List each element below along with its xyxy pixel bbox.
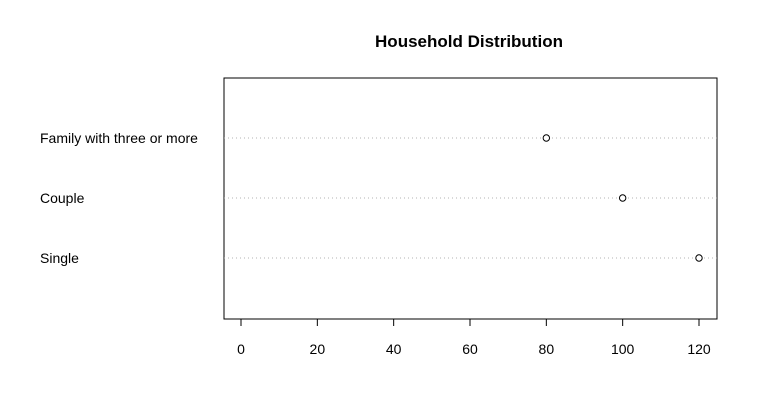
x-tick-label: 120 xyxy=(687,341,711,357)
guide-lines xyxy=(224,137,717,259)
x-tick-label: 40 xyxy=(386,341,402,357)
plot-frame xyxy=(223,77,718,320)
x-tick-label: 60 xyxy=(462,341,478,357)
x-tick-label: 100 xyxy=(611,341,635,357)
category-label: Single xyxy=(40,250,79,266)
x-axis: 0 20 40 60 80 100 120 xyxy=(237,318,711,357)
x-tick-label: 0 xyxy=(237,341,245,357)
x-tick-label: 80 xyxy=(539,341,555,357)
category-label: Family with three or more xyxy=(40,130,198,146)
x-tick-label: 20 xyxy=(310,341,326,357)
category-labels: Family with three or more Couple Single xyxy=(40,130,198,266)
data-point xyxy=(542,134,551,142)
category-label: Couple xyxy=(40,190,85,206)
data-point xyxy=(695,254,703,262)
data-point xyxy=(618,194,627,202)
chart-title: Household Distribution xyxy=(375,32,563,51)
data-points xyxy=(542,134,703,262)
